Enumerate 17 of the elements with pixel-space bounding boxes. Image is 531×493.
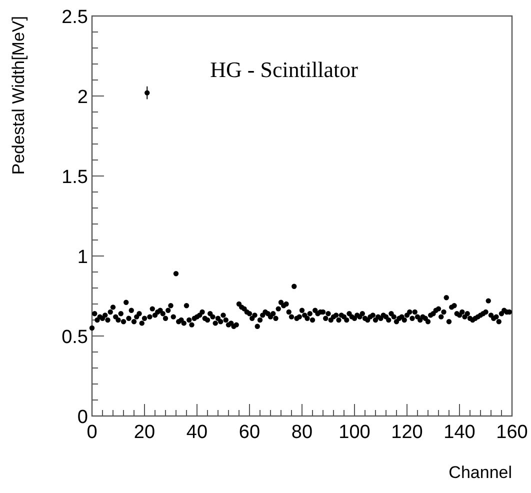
x-tick-label: 140: [444, 422, 476, 443]
y-tick-label: 1.5: [62, 167, 88, 188]
y-tick-label: 2.5: [62, 7, 88, 28]
y-tick-label: 0.5: [62, 327, 88, 348]
y-tick-label: 2: [77, 87, 88, 108]
y-tick-label: 0: [77, 407, 88, 428]
x-tick-label: 100: [338, 422, 370, 443]
x-tick-label: 40: [186, 422, 208, 443]
annotation: HG - Scintillator: [210, 56, 359, 82]
x-tick-label: 80: [291, 422, 313, 443]
x-tick-label: 60: [238, 422, 260, 443]
x-tick-label: 20: [134, 422, 156, 443]
x-tick-label: 120: [391, 422, 423, 443]
x-tick-label: 160: [496, 422, 528, 443]
y-axis-title: Pedestal Width[MeV]: [9, 16, 28, 175]
y-tick-label: 1: [77, 247, 88, 268]
x-axis-title: Channel: [448, 463, 512, 482]
